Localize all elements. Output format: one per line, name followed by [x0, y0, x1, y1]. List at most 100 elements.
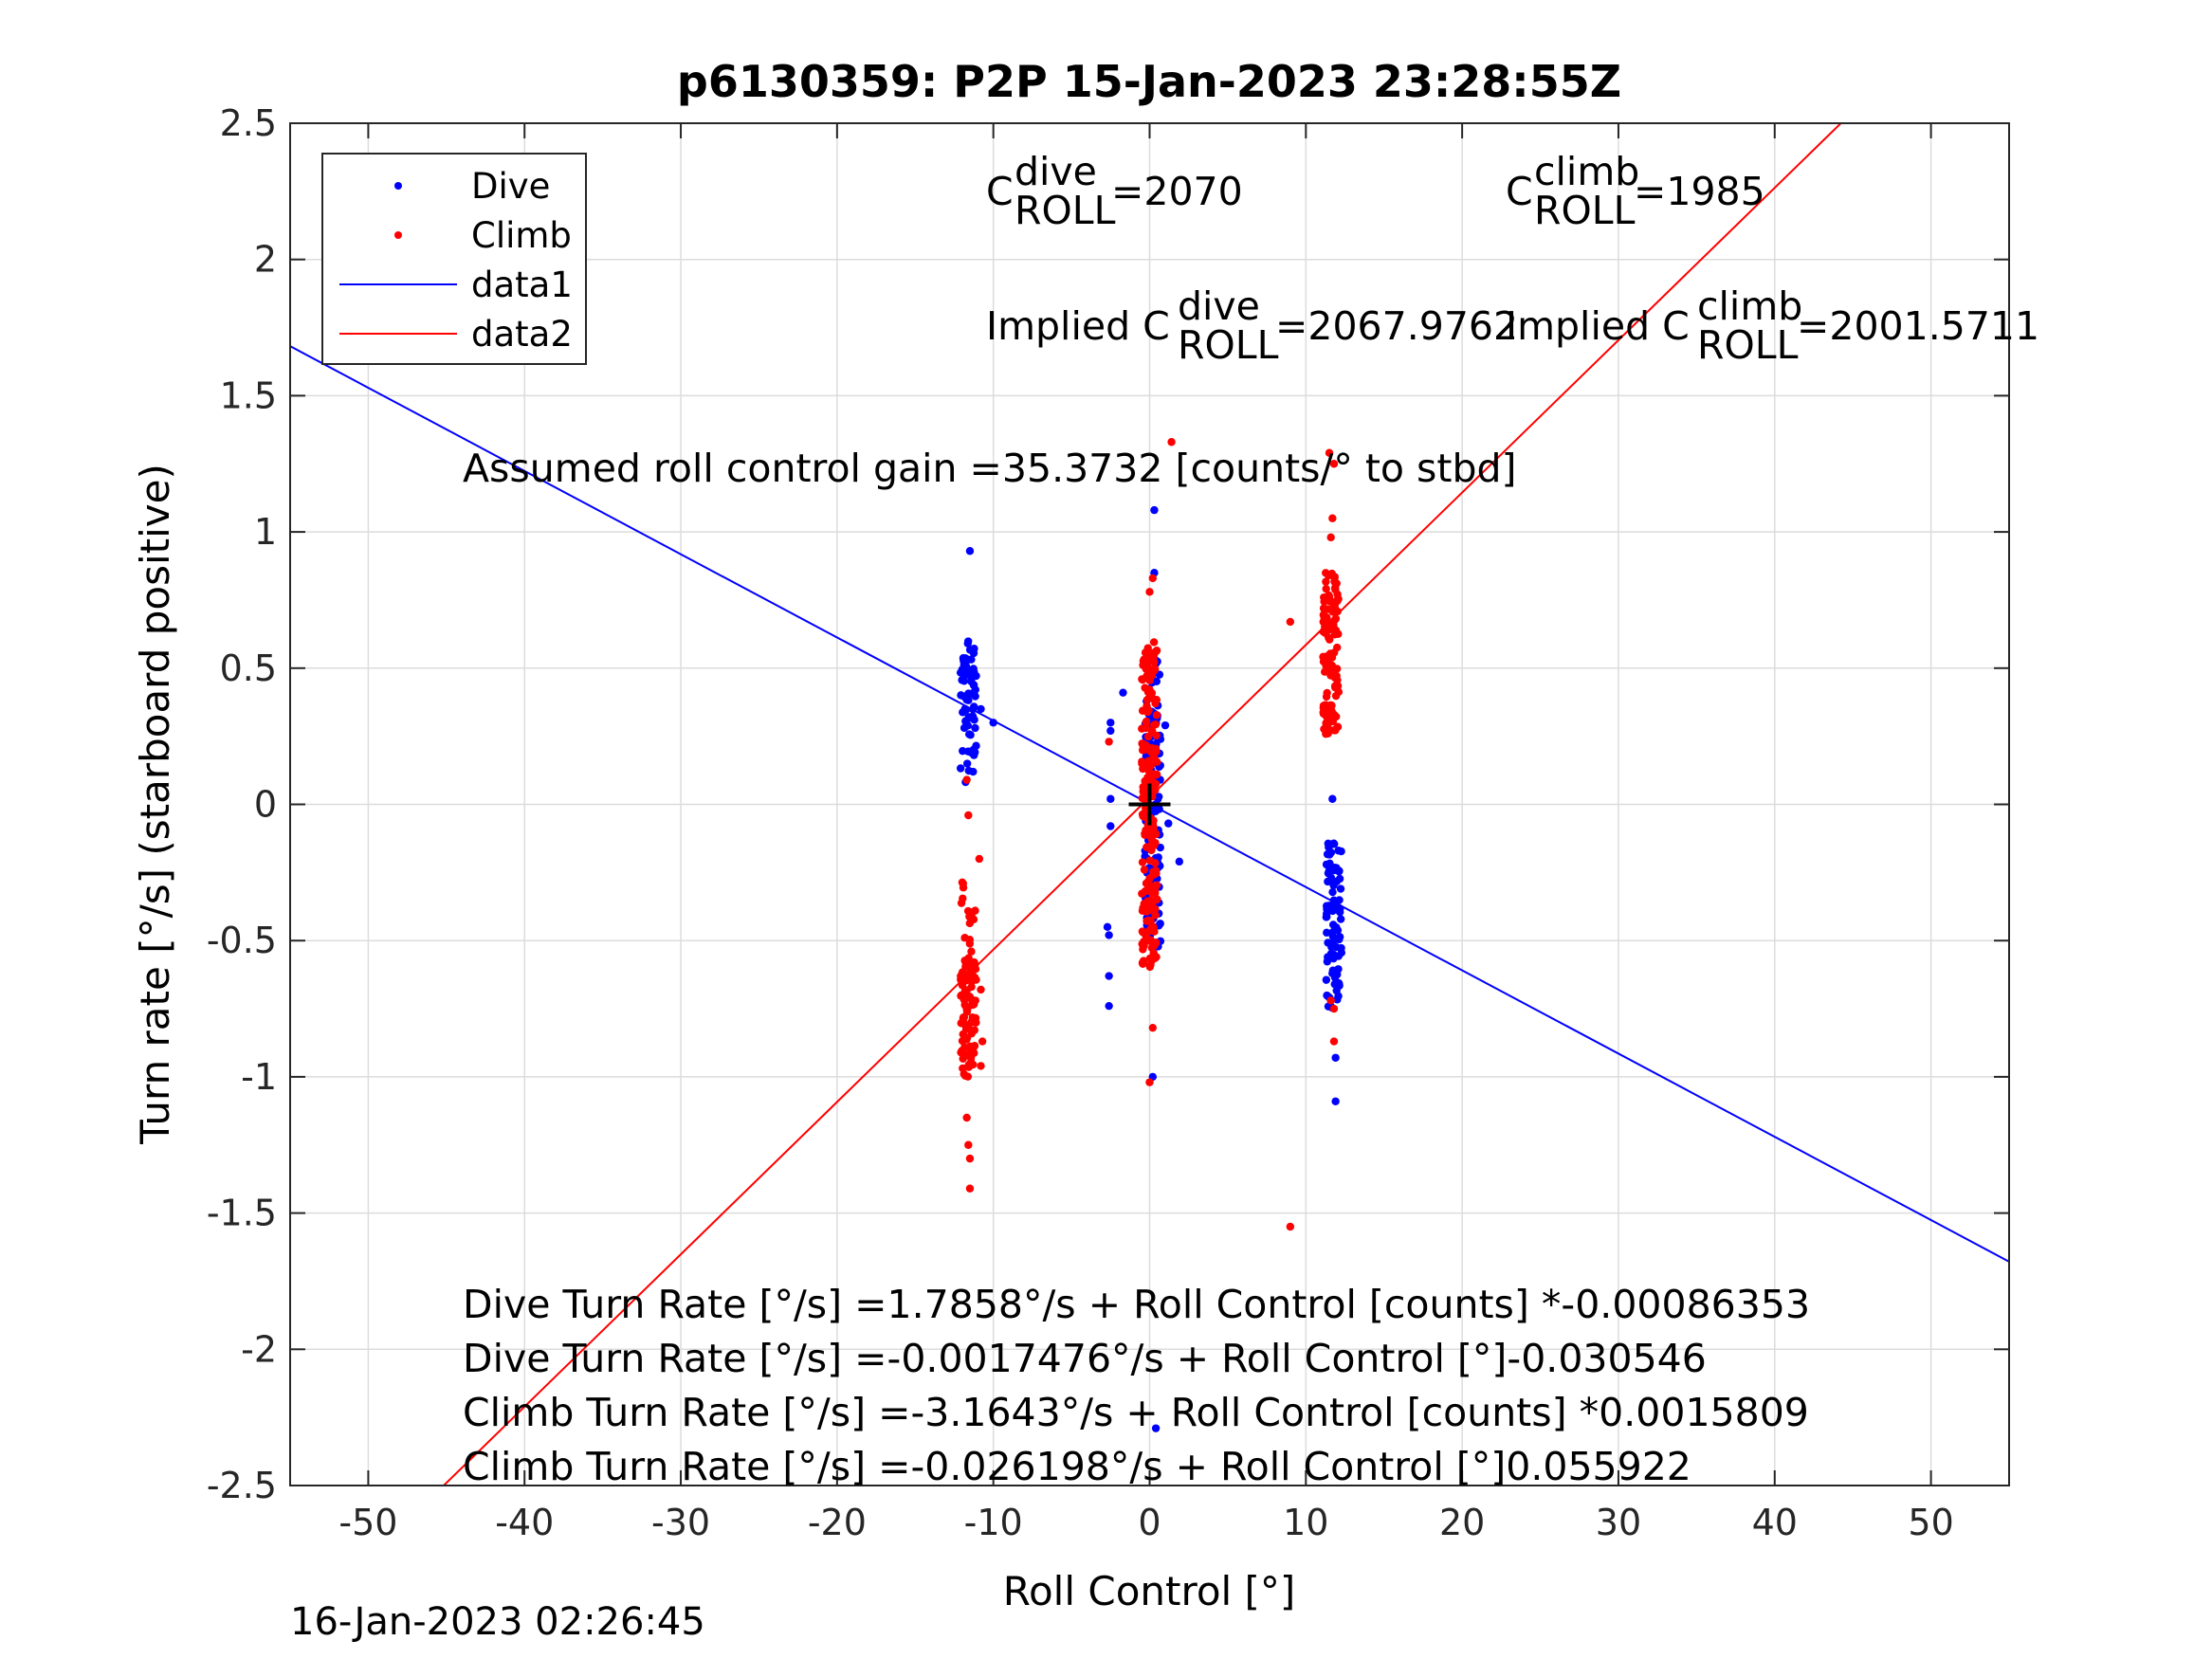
point-dive	[963, 637, 973, 646]
y-axis-label: Turn rate [°/s] (starboard positive)	[132, 464, 178, 1145]
point-dive	[1105, 1001, 1113, 1011]
point-climb	[968, 908, 978, 917]
point-climb	[1152, 881, 1161, 889]
point-climb	[1143, 884, 1153, 893]
point-climb	[1319, 617, 1327, 627]
point-climb	[1145, 676, 1154, 684]
point-dive	[971, 748, 979, 757]
point-climb	[965, 1184, 975, 1193]
point-dive	[959, 746, 967, 756]
x-tick-label: 30	[1596, 1502, 1641, 1543]
point-dive	[1328, 887, 1337, 897]
point-climb	[1324, 605, 1332, 613]
point-climb	[1138, 757, 1146, 766]
annotation-eq2: Dive Turn Rate [°/s] =-0.0017476°/s + Ro…	[463, 1336, 1707, 1381]
point-climb	[964, 811, 973, 820]
annotation-eq3: Climb Turn Rate [°/s] =-3.1643°/s + Roll…	[463, 1390, 1809, 1435]
point-dive	[1150, 505, 1159, 515]
point-climb	[961, 958, 970, 968]
point-climb	[978, 1037, 987, 1046]
origin-marker	[1128, 783, 1171, 826]
point-climb	[1330, 673, 1340, 683]
point-dive	[1156, 920, 1164, 928]
point-climb	[1152, 711, 1161, 720]
point-climb	[1286, 1222, 1295, 1231]
point-climb	[1333, 682, 1343, 690]
point-dive	[962, 670, 971, 679]
point-climb	[1138, 858, 1147, 866]
point-climb	[1146, 917, 1155, 925]
point-climb	[1334, 687, 1344, 697]
point-climb	[1286, 617, 1295, 627]
x-tick-label: -40	[495, 1502, 554, 1543]
point-climb	[975, 854, 984, 864]
point-climb	[1148, 1023, 1157, 1032]
svg-text:Implied C: Implied C	[986, 303, 1170, 349]
point-dive	[1119, 688, 1127, 697]
point-climb	[1331, 585, 1340, 594]
point-dive	[958, 676, 966, 684]
point-dive	[1155, 805, 1163, 813]
point-dive	[1323, 928, 1331, 938]
svg-text:ROLL: ROLL	[1015, 188, 1116, 233]
point-climb	[1142, 717, 1151, 726]
point-climb	[1332, 665, 1342, 673]
point-dive	[960, 723, 969, 733]
point-dive	[1105, 931, 1113, 939]
point-dive	[1326, 949, 1336, 958]
point-climb	[1148, 654, 1157, 664]
svg-text:ROLL: ROLL	[1534, 188, 1636, 233]
point-dive	[1322, 975, 1331, 984]
x-tick-label: -50	[338, 1502, 397, 1543]
point-dive	[1328, 927, 1338, 937]
point-dive	[964, 766, 973, 775]
x-tick-label: -30	[651, 1502, 710, 1543]
point-climb	[1333, 643, 1342, 652]
point-dive	[1332, 986, 1341, 995]
y-tick-label: -2.5	[207, 1465, 277, 1506]
scatter-points	[956, 438, 1346, 1432]
point-dive	[970, 702, 978, 711]
legend-label-data2: data2	[471, 314, 573, 355]
point-climb	[1320, 597, 1328, 606]
axis-ticks	[290, 122, 2009, 1486]
point-climb	[1333, 596, 1342, 606]
point-climb	[1319, 709, 1328, 719]
point-dive	[1151, 1424, 1161, 1432]
point-dive	[1330, 974, 1340, 982]
svg-text:C: C	[1506, 169, 1533, 214]
point-climb	[1148, 574, 1157, 583]
point-climb	[1142, 723, 1151, 733]
point-climb	[960, 1069, 968, 1079]
point-climb	[1333, 722, 1343, 731]
point-climb	[959, 884, 968, 892]
point-dive	[1106, 726, 1115, 736]
point-climb	[965, 936, 975, 944]
point-climb	[967, 1018, 976, 1027]
point-dive	[960, 704, 969, 714]
point-climb	[1149, 720, 1159, 730]
point-climb	[1143, 897, 1152, 905]
point-dive	[1324, 877, 1332, 886]
annotation-c-dive: C dive ROLL =2070	[986, 149, 1243, 233]
point-dive	[1106, 794, 1115, 803]
svg-text:dive: dive	[1178, 283, 1260, 329]
point-climb	[1326, 714, 1336, 723]
point-climb	[969, 915, 978, 924]
point-climb	[1329, 460, 1339, 468]
point-dive	[1105, 972, 1113, 980]
point-climb	[1319, 611, 1328, 619]
point-climb	[1147, 943, 1157, 953]
point-dive	[1164, 819, 1173, 828]
point-dive	[1156, 843, 1164, 852]
point-climb	[1151, 911, 1160, 920]
point-climb	[965, 1154, 975, 1163]
point-climb	[1322, 584, 1330, 593]
point-climb	[1325, 448, 1334, 457]
point-climb	[1145, 856, 1155, 865]
y-tick-label: -1	[241, 1056, 277, 1098]
point-dive	[970, 667, 978, 677]
point-climb	[1152, 869, 1161, 878]
x-tick-label: 50	[1908, 1502, 1953, 1543]
point-dive	[1331, 1097, 1340, 1105]
